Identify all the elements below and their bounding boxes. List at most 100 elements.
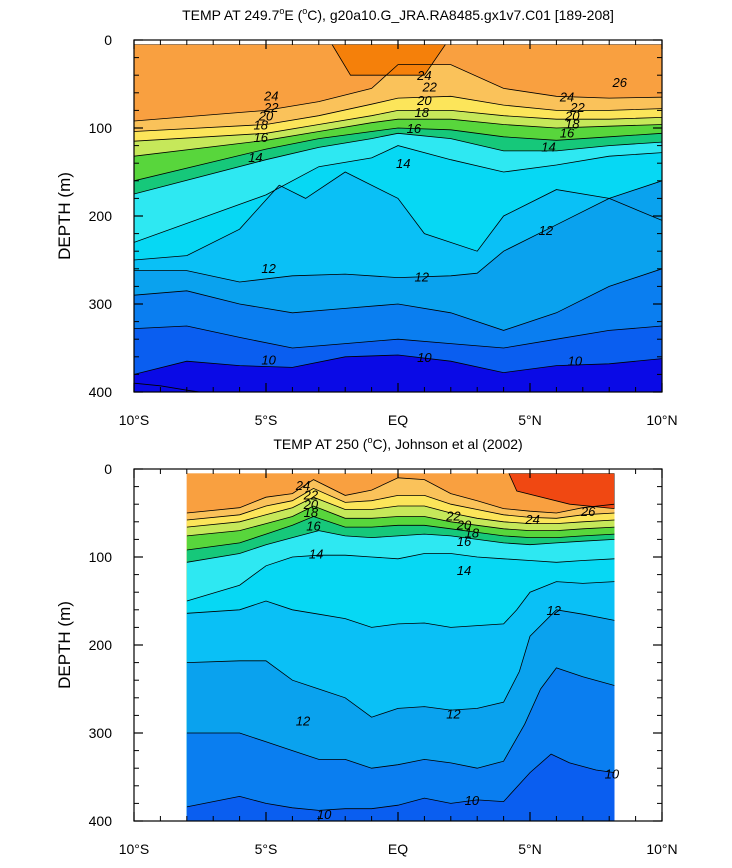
bottom-isotherm-13 <box>186 581 615 628</box>
top-contour-label: 18 <box>565 117 580 132</box>
top-isotherm-16 <box>134 127 662 182</box>
bottom-y-axis-label: DEPTH (m) <box>55 601 74 689</box>
top-x-tick-label: EQ <box>388 412 408 428</box>
bottom-isotherm-12 <box>186 609 615 718</box>
bottom-isotherm-20 <box>186 496 615 528</box>
top-isotherm-8 <box>134 382 201 393</box>
bottom-isotherm-10 <box>186 753 615 811</box>
bottom-contour-label: 10 <box>317 807 332 822</box>
top-contour-label: 12 <box>261 261 276 276</box>
bottom-isotherm-22 <box>186 487 615 521</box>
top-isotherm-15 <box>134 132 662 195</box>
top-warm-core-26 <box>134 44 662 76</box>
bottom-x-tick-label: 10°S <box>119 841 150 857</box>
bottom-isotherm-14 <box>186 553 615 602</box>
bottom-isotherm-11 <box>186 667 615 769</box>
top-contour-label: 18 <box>253 117 268 132</box>
bottom-y-tick-label: 400 <box>89 813 113 829</box>
top-contour-label: 16 <box>407 121 422 136</box>
bottom-isotherm-15 <box>186 530 615 563</box>
bottom-contour-label: 12 <box>446 707 461 722</box>
bottom-contour-label: 10 <box>465 793 480 808</box>
top-x-tick-label: 5°S <box>255 412 278 428</box>
top-chart-title: TEMP AT 249.7oE (oC), g20a10.G_JRA.RA848… <box>182 6 614 23</box>
bottom-x-tick-label: 10°N <box>646 841 677 857</box>
bottom-contour-label: 14 <box>309 546 323 561</box>
top-contour-label: 20 <box>416 93 432 108</box>
bottom-isotherm-16 <box>186 516 615 551</box>
top-contour-label: 10 <box>261 352 276 367</box>
bottom-contour-label: 26 <box>580 504 596 519</box>
bottom-contour-label: 10 <box>605 766 620 781</box>
bottom-temperature-field <box>186 473 615 821</box>
top-y-axis-label: DEPTH (m) <box>55 172 74 260</box>
bottom-contour-panel: TEMP AT 250 (oC), Johnson et al (2002) D… <box>55 435 678 857</box>
top-y-tick-label: 0 <box>104 32 112 48</box>
top-y-tick-label: 100 <box>89 120 113 136</box>
bottom-contour-label: 22 <box>303 488 319 503</box>
bottom-band-below-11 <box>186 667 615 821</box>
bottom-contour-label: 22 <box>445 509 461 524</box>
top-y-tick-label: 400 <box>89 384 113 400</box>
top-contour-label: 22 <box>421 80 437 95</box>
top-contour-label: 12 <box>539 223 554 238</box>
top-contour-label: 22 <box>263 100 279 115</box>
top-isotherm-12 <box>134 180 662 283</box>
top-x-tick-label: 5°N <box>518 412 542 428</box>
top-isotherm-18 <box>134 118 662 157</box>
top-contour-label: 22 <box>569 100 585 115</box>
bottom-contour-label: 16 <box>457 534 472 549</box>
top-contour-label: 20 <box>258 109 274 124</box>
top-isotherm-13 <box>134 171 662 261</box>
top-contour-label: 24 <box>263 88 278 103</box>
top-temperature-field <box>134 44 662 393</box>
top-contour-label: 10 <box>417 350 432 365</box>
top-contour-label: 24 <box>416 68 431 83</box>
top-isotherm-9 <box>134 354 662 375</box>
bottom-contour-label: 14 <box>457 563 471 578</box>
bottom-chart-title: TEMP AT 250 (oC), Johnson et al (2002) <box>273 435 522 452</box>
top-contour-panel: TEMP AT 249.7oE (oC), g20a10.G_JRA.RA848… <box>55 6 678 428</box>
top-contour-label: 16 <box>560 125 575 140</box>
top-contour-label: 18 <box>415 105 430 120</box>
top-contour-label: 20 <box>564 109 580 124</box>
bottom-contour-label: 20 <box>303 497 319 512</box>
bottom-band-below-10 <box>186 754 615 821</box>
top-contour-label: 10 <box>568 353 583 368</box>
top-isotherm-10 <box>134 325 662 349</box>
bottom-contour-label: 24 <box>524 512 539 527</box>
bottom-y-tick-label: 300 <box>89 725 113 741</box>
top-band-below-9 <box>134 355 662 393</box>
bottom-y-tick-label: 0 <box>104 461 112 477</box>
top-y-tick-label: 300 <box>89 296 113 312</box>
top-contour-label: 26 <box>612 75 628 90</box>
bottom-contour-label: 18 <box>465 525 480 540</box>
bottom-contour-label: 12 <box>547 603 562 618</box>
bottom-x-tick-label: 5°N <box>518 841 542 857</box>
top-x-tick-label: 10°S <box>119 412 150 428</box>
top-isotherm-24 <box>134 64 662 122</box>
top-contour-label: 14 <box>248 150 262 165</box>
top-contour-label: 16 <box>253 130 268 145</box>
bottom-x-tick-label: 5°S <box>255 841 278 857</box>
bottom-y-tick-label: 100 <box>89 549 113 565</box>
bottom-contour-label: 18 <box>304 505 319 520</box>
bottom-isotherm-18 <box>186 505 615 537</box>
top-y-tick-label: 200 <box>89 208 113 224</box>
top-isotherm-20 <box>134 110 662 142</box>
bottom-contour-label: 20 <box>456 517 472 532</box>
bottom-x-tick-label: EQ <box>388 841 408 857</box>
bottom-contour-label: 16 <box>306 518 321 533</box>
bottom-contour-label: 24 <box>295 478 310 493</box>
bottom-contour-label: 12 <box>296 714 311 729</box>
top-contour-label: 24 <box>559 89 574 104</box>
top-x-tick-label: 10°N <box>646 412 677 428</box>
bottom-isotherm-24 <box>186 477 615 514</box>
top-isotherm-22 <box>134 95 662 132</box>
top-contour-label: 14 <box>541 139 555 154</box>
top-isotherm-14 <box>134 145 662 243</box>
top-isotherm-11 <box>134 268 662 331</box>
